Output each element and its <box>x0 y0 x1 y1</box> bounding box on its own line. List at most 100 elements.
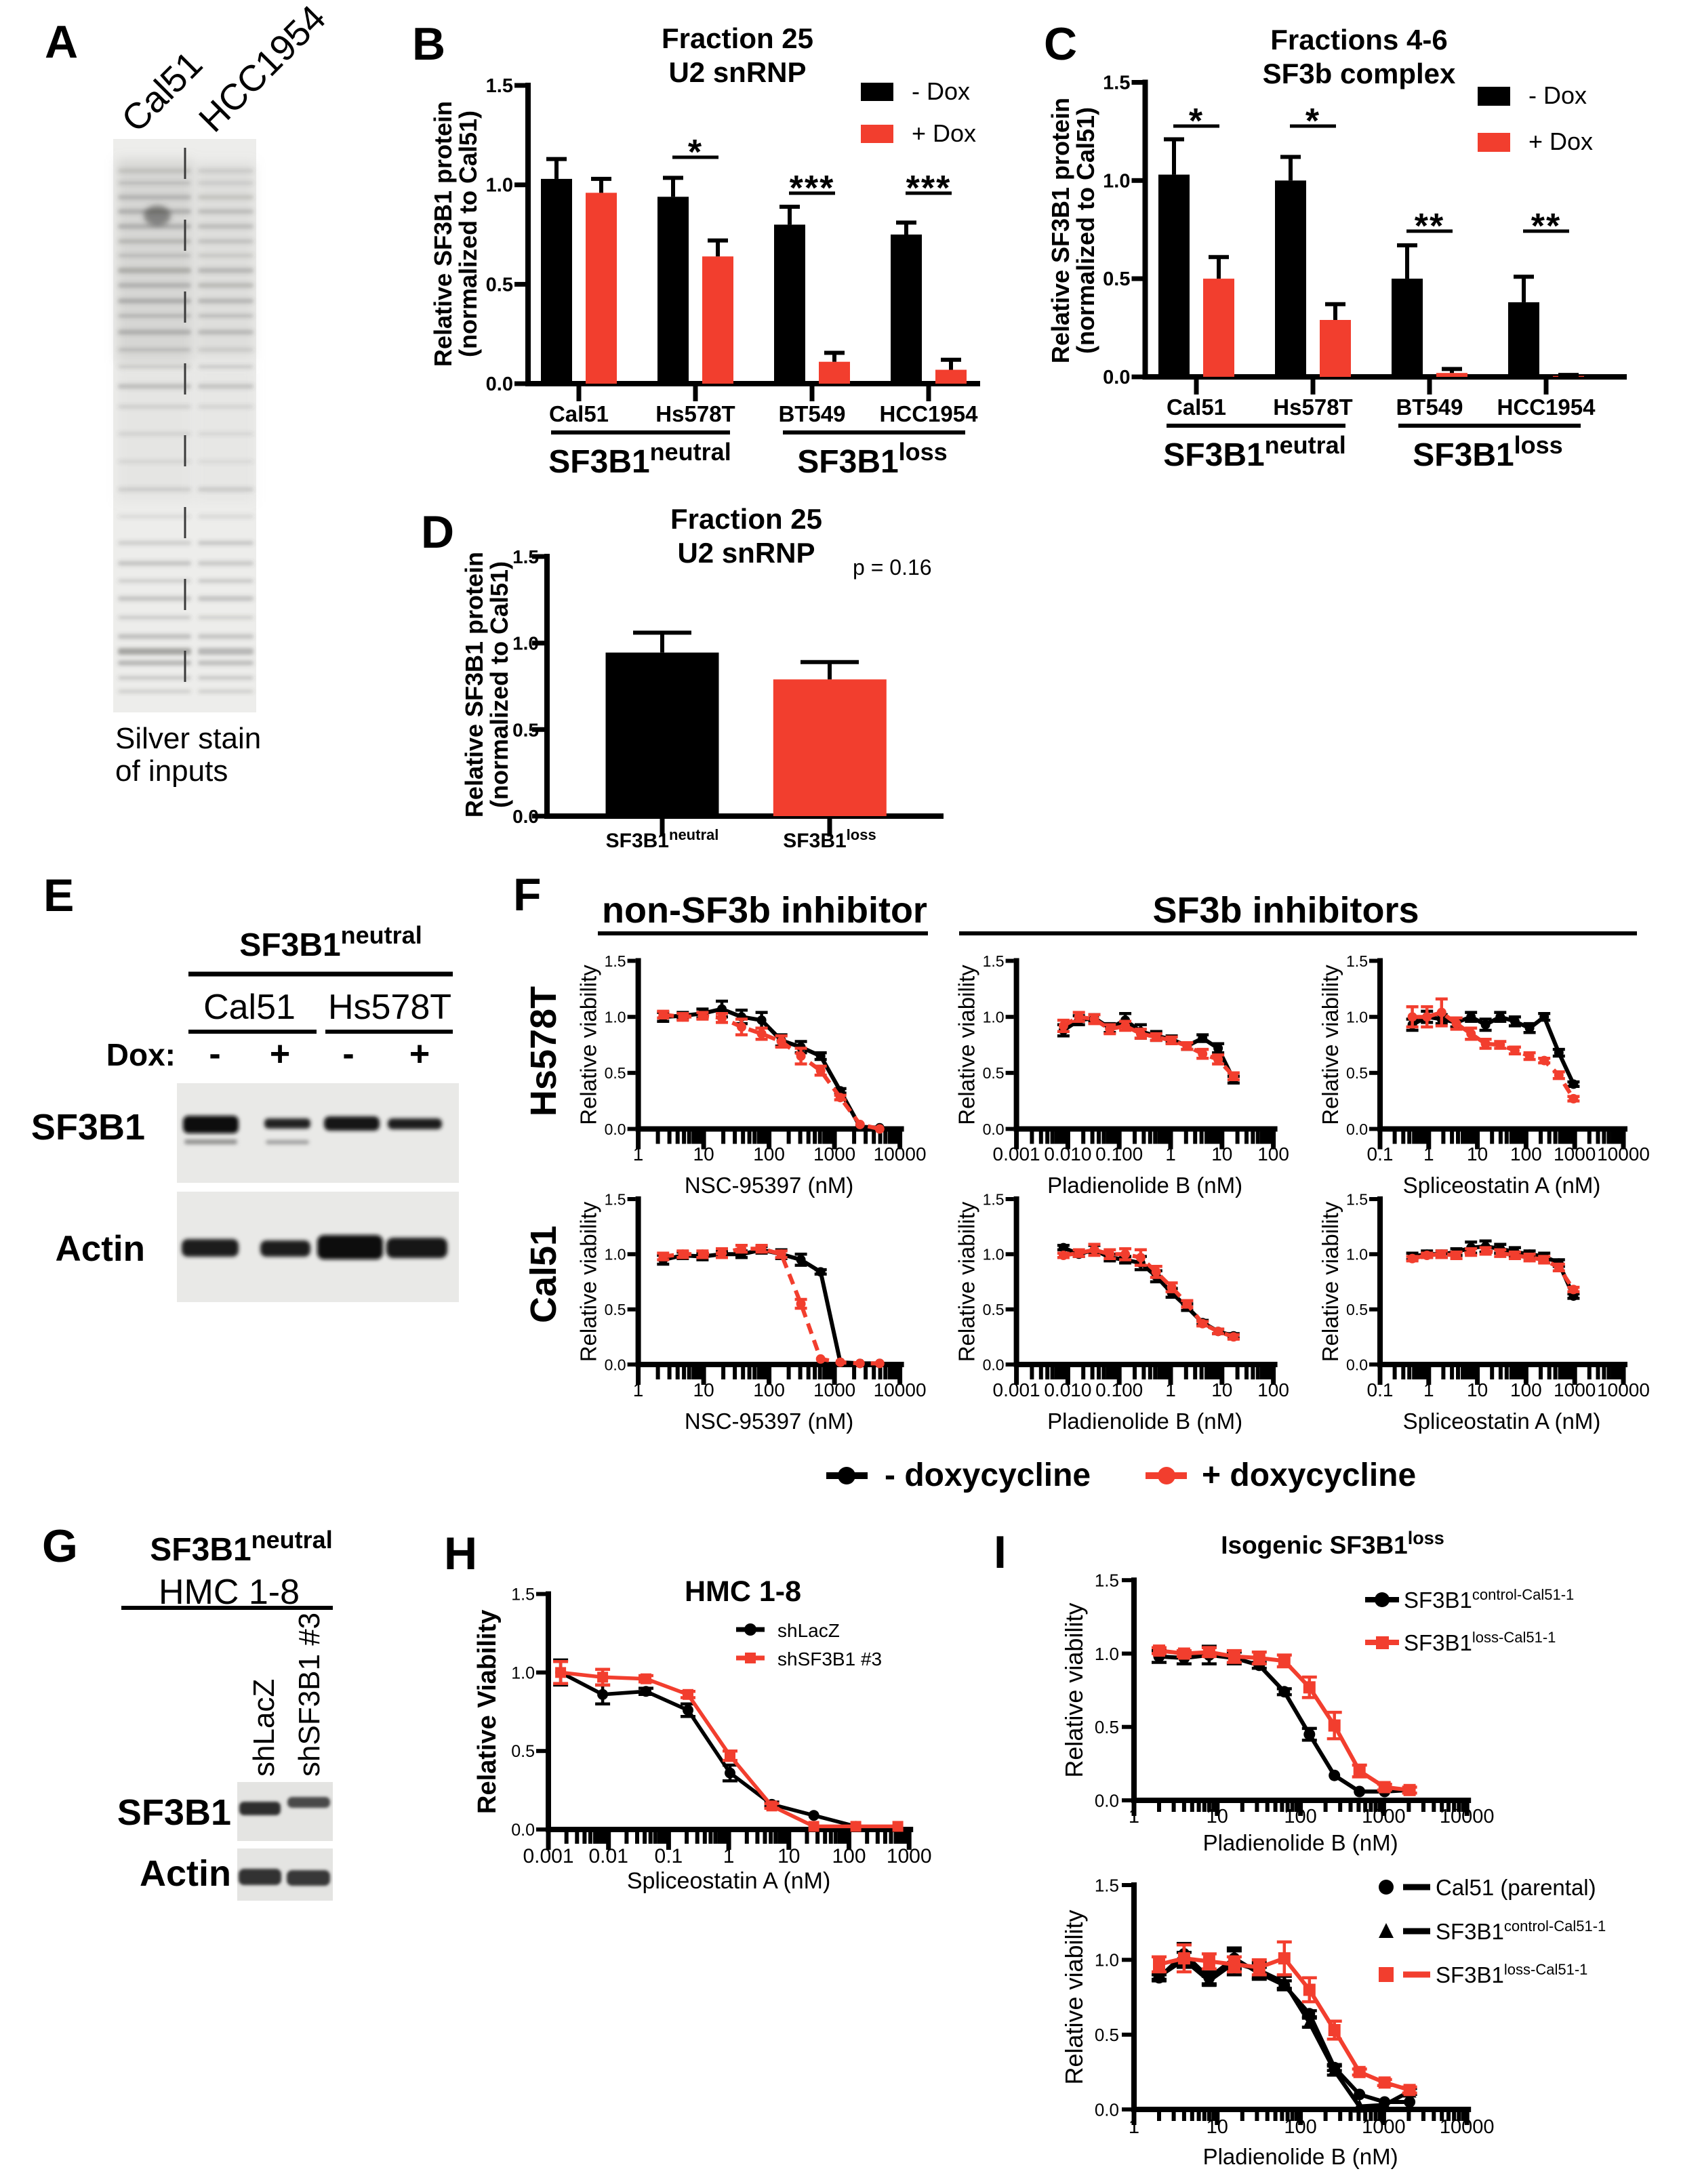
svg-text:1: 1 <box>1129 1806 1139 1827</box>
svg-text:100: 100 <box>1510 1144 1542 1165</box>
svg-text:SF3B1loss: SF3B1loss <box>783 826 876 852</box>
svg-text:Relative Viability: Relative Viability <box>473 1610 502 1814</box>
svg-text:Silver stain: Silver stain <box>115 722 261 755</box>
svg-text:10000: 10000 <box>1440 2116 1495 2138</box>
svg-text:p = 0.16: p = 0.16 <box>853 555 932 580</box>
svg-text:10: 10 <box>1467 1144 1488 1165</box>
svg-text:10: 10 <box>777 1845 800 1867</box>
svg-text:0.5: 0.5 <box>1346 1064 1368 1082</box>
svg-text:100: 100 <box>1257 1144 1289 1165</box>
svg-text:0.001: 0.001 <box>523 1845 573 1867</box>
svg-text:10: 10 <box>1207 1806 1228 1827</box>
svg-text:U2 snRNP: U2 snRNP <box>668 56 806 88</box>
svg-text:Actin: Actin <box>140 1853 231 1894</box>
svg-text:1000: 1000 <box>813 1379 855 1400</box>
svg-text:Cal51: Cal51 <box>114 43 210 140</box>
svg-text:10000: 10000 <box>1440 1806 1495 1827</box>
svg-text:*: * <box>1189 102 1204 141</box>
svg-text:10000: 10000 <box>1597 1379 1650 1400</box>
svg-text:SF3B1: SF3B1 <box>31 1107 145 1148</box>
svg-text:0.5: 0.5 <box>983 1301 1005 1318</box>
svg-text:+: + <box>409 1034 430 1074</box>
svg-text:Spliceostatin A (nM): Spliceostatin A (nM) <box>627 1868 830 1894</box>
svg-text:Pladienolide B (nM): Pladienolide B (nM) <box>1203 1830 1398 1855</box>
svg-text:0.0: 0.0 <box>1346 1356 1368 1373</box>
svg-text:H: H <box>444 1528 477 1579</box>
svg-text:1.5: 1.5 <box>511 1585 535 1604</box>
svg-text:Pladienolide B (nM): Pladienolide B (nM) <box>1047 1173 1242 1198</box>
svg-text:10: 10 <box>1211 1379 1232 1400</box>
svg-text:BT549: BT549 <box>1396 395 1463 420</box>
svg-text:- Dox: - Dox <box>1528 81 1587 109</box>
svg-text:SF3B1control-Cal51-1: SF3B1control-Cal51-1 <box>1404 1586 1574 1613</box>
svg-text:100: 100 <box>753 1144 785 1165</box>
svg-text:1000: 1000 <box>1554 1144 1596 1165</box>
svg-text:Pladienolide B (nM): Pladienolide B (nM) <box>1203 2144 1398 2169</box>
svg-text:Relative SF3B1 protein: Relative SF3B1 protein <box>1047 98 1074 363</box>
svg-text:0.001: 0.001 <box>993 1379 1040 1400</box>
svg-text:0.0: 0.0 <box>1095 2099 1119 2120</box>
svg-text:10: 10 <box>693 1144 714 1165</box>
svg-text:10: 10 <box>693 1379 714 1400</box>
svg-text:Cal51: Cal51 <box>1167 395 1226 420</box>
svg-text:0.0: 0.0 <box>605 1356 626 1373</box>
svg-text:***: *** <box>790 169 835 208</box>
svg-text:SF3B1loss: SF3B1loss <box>797 438 947 480</box>
svg-text:1.5: 1.5 <box>1346 952 1368 970</box>
svg-text:SF3B1neutral: SF3B1neutral <box>1163 431 1345 473</box>
svg-text:+ Dox: + Dox <box>912 119 976 147</box>
svg-text:shLacZ: shLacZ <box>777 1620 840 1641</box>
svg-text:A: A <box>45 16 78 68</box>
svg-text:0.5: 0.5 <box>605 1064 626 1082</box>
svg-text:Relative viability: Relative viability <box>576 965 601 1125</box>
svg-text:HMC 1-8: HMC 1-8 <box>685 1575 801 1608</box>
svg-text:SF3B1neutral: SF3B1neutral <box>239 921 422 963</box>
svg-text:0.010: 0.010 <box>1044 1379 1091 1400</box>
svg-text:(normalized to Cal51): (normalized to Cal51) <box>1072 107 1099 354</box>
svg-text:Cal51: Cal51 <box>523 1226 564 1323</box>
svg-text:0.0: 0.0 <box>486 373 513 395</box>
svg-text:Hs578T: Hs578T <box>523 986 564 1116</box>
svg-text:SF3B1neutral: SF3B1neutral <box>606 826 719 852</box>
svg-text:non-SF3b inhibitor: non-SF3b inhibitor <box>602 890 927 931</box>
svg-text:**: ** <box>1531 207 1561 246</box>
svg-text:Relative viability: Relative viability <box>1060 1909 1088 2084</box>
svg-text:0.5: 0.5 <box>1103 268 1130 290</box>
svg-text:0.5: 0.5 <box>1346 1301 1368 1318</box>
svg-text:0.5: 0.5 <box>1095 2025 1119 2045</box>
svg-text:1: 1 <box>1165 1379 1176 1400</box>
svg-text:(normalized to Cal51): (normalized to Cal51) <box>454 110 482 357</box>
svg-text:1.0: 1.0 <box>1346 1008 1368 1026</box>
svg-text:Isogenic SF3B1loss: Isogenic SF3B1loss <box>1221 1528 1444 1559</box>
svg-text:- doxycycline: - doxycycline <box>885 1457 1091 1493</box>
svg-text:10000: 10000 <box>1597 1144 1650 1165</box>
svg-text:Fraction 25: Fraction 25 <box>670 503 822 535</box>
svg-text:shLacZ: shLacZ <box>247 1679 281 1777</box>
svg-text:0.1: 0.1 <box>655 1845 683 1867</box>
svg-text:1.0: 1.0 <box>605 1008 626 1026</box>
svg-text:Spliceostatin A (nM): Spliceostatin A (nM) <box>1403 1409 1601 1434</box>
svg-text:1: 1 <box>1129 2116 1139 2138</box>
svg-text:0.0: 0.0 <box>511 1821 535 1840</box>
svg-text:of inputs: of inputs <box>115 754 228 788</box>
svg-text:Hs578T: Hs578T <box>328 988 451 1027</box>
svg-text:*: * <box>688 133 703 172</box>
svg-text:Spliceostatin A (nM): Spliceostatin A (nM) <box>1403 1173 1601 1198</box>
svg-text:Cal51: Cal51 <box>549 401 609 426</box>
svg-text:1: 1 <box>633 1144 644 1165</box>
svg-text:D: D <box>421 506 454 558</box>
svg-text:E: E <box>43 870 74 921</box>
svg-text:10: 10 <box>1211 1144 1232 1165</box>
svg-text:1.5: 1.5 <box>983 952 1005 970</box>
svg-text:1.0: 1.0 <box>983 1008 1005 1026</box>
svg-text:0.0: 0.0 <box>983 1120 1005 1138</box>
svg-text:10: 10 <box>1207 2116 1228 2138</box>
svg-text:0.1: 0.1 <box>1367 1379 1394 1400</box>
svg-text:BT549: BT549 <box>778 401 845 426</box>
svg-text:1: 1 <box>1423 1144 1434 1165</box>
svg-text:-: - <box>209 1034 220 1074</box>
svg-text:+ Dox: + Dox <box>1528 127 1593 155</box>
svg-text:0.5: 0.5 <box>486 274 513 296</box>
svg-text:I: I <box>994 1526 1007 1578</box>
svg-text:0.5: 0.5 <box>1095 1717 1119 1737</box>
